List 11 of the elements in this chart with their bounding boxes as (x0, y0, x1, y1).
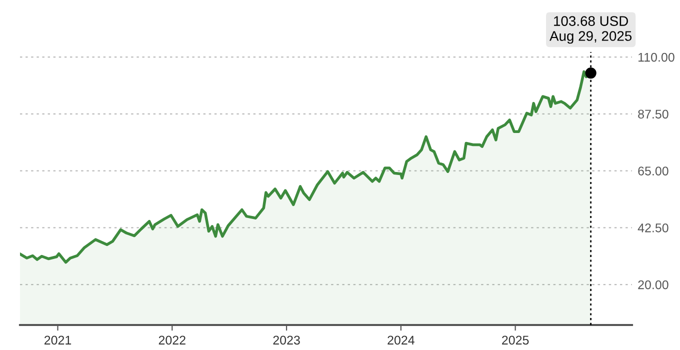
x-tick-label: 2025 (502, 336, 529, 345)
x-tick-label: 2022 (158, 336, 186, 345)
y-tick-label: 20.00 (638, 280, 668, 290)
x-tick-label: 2021 (44, 336, 72, 345)
y-tick-label: 87.50 (638, 110, 668, 119)
y-tick-label: 42.50 (638, 223, 668, 232)
x-tick-label: 2023 (273, 336, 300, 345)
x-tick-label: 2024 (388, 336, 414, 345)
y-tick-label: 110.00 (638, 52, 674, 62)
y-tick-label: 65.00 (638, 166, 668, 176)
annotation: 103.68 USD Aug 29, 2025 (550, 16, 632, 44)
